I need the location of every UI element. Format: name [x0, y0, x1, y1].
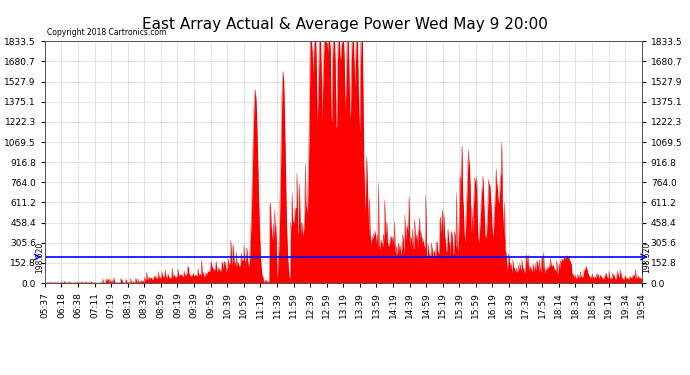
Text: East Array Actual & Average Power Wed May 9 20:00: East Array Actual & Average Power Wed Ma…: [142, 17, 548, 32]
Text: 198.520: 198.520: [35, 241, 44, 273]
Text: Copyright 2018 Cartronics.com: Copyright 2018 Cartronics.com: [47, 28, 166, 37]
Text: 198.520: 198.520: [642, 241, 651, 273]
